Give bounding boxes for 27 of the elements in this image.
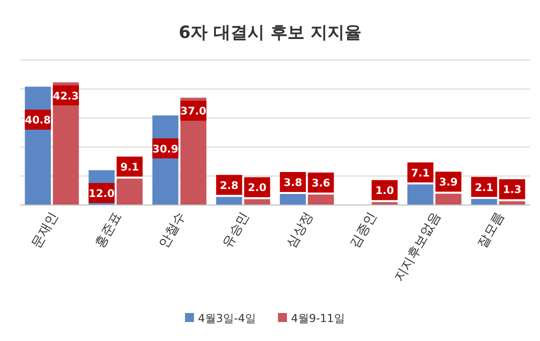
bar — [435, 194, 462, 205]
data-label: 40.8 — [24, 114, 51, 127]
data-label: 1.0 — [375, 185, 394, 198]
data-label: 30.9 — [152, 143, 178, 156]
bar — [407, 184, 434, 205]
data-label: 3.6 — [312, 178, 330, 190]
data-label: 37.0 — [180, 106, 206, 118]
chart-title: 6자 대결시 후보 지지율 — [178, 23, 362, 43]
bar — [499, 201, 526, 205]
legend-label: 4월9-11일 — [290, 312, 345, 325]
data-label: 3.8 — [284, 176, 302, 189]
data-label: 2.1 — [474, 182, 494, 194]
bar — [280, 194, 306, 205]
data-label: 3.9 — [439, 176, 458, 189]
bar — [244, 199, 270, 205]
data-label: 2.0 — [248, 182, 266, 194]
bar — [116, 178, 143, 205]
bar — [308, 194, 334, 205]
data-label: 7.1 — [411, 167, 430, 180]
bar — [216, 196, 242, 205]
data-label: 2.8 — [220, 180, 238, 192]
data-label: 42.3 — [52, 90, 79, 102]
data-label: 12.0 — [88, 188, 115, 200]
legend-label: 4월3일-4일 — [198, 312, 256, 325]
data-label: 9.1 — [120, 162, 139, 174]
bar — [471, 198, 498, 205]
data-label: 1.3 — [502, 184, 522, 196]
